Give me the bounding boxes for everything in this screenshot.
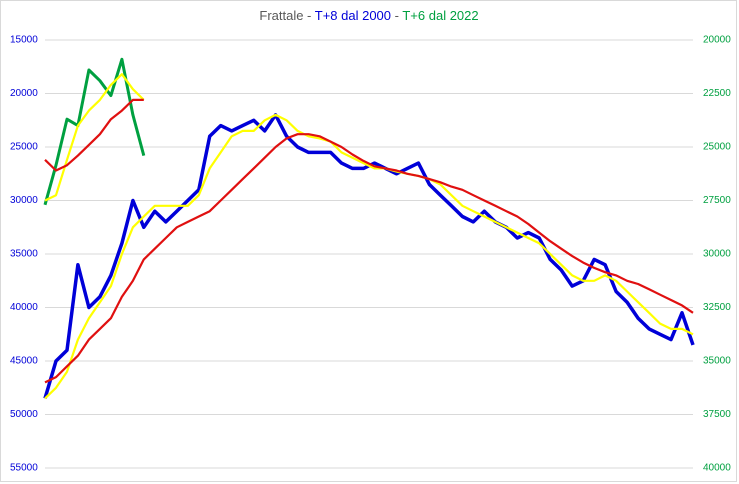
y-tick-label: 20000 xyxy=(10,88,38,99)
y2-tick-label: 37500 xyxy=(703,409,731,420)
y-tick-label: 50000 xyxy=(10,409,38,420)
y-tick-label: 35000 xyxy=(10,249,38,260)
y2-tick-label: 20000 xyxy=(703,35,731,46)
series-line xyxy=(44,113,694,400)
y-tick-label: 15000 xyxy=(10,35,38,46)
y-tick-label: 55000 xyxy=(10,463,38,474)
y2-tick-label: 32500 xyxy=(703,302,731,313)
y2-tick-label: 35000 xyxy=(703,356,731,367)
series-line xyxy=(44,73,145,202)
y2-tick-label: 30000 xyxy=(703,249,731,260)
title-part: - xyxy=(391,8,402,23)
series-line xyxy=(44,133,694,384)
y-tick-label: 40000 xyxy=(10,302,38,313)
y2-tick-label: 27500 xyxy=(703,195,731,206)
y-tick-label: 30000 xyxy=(10,195,38,206)
title-part: T+6 dal 2022 xyxy=(402,8,478,23)
y2-tick-label: 40000 xyxy=(703,463,731,474)
y-tick-label: 25000 xyxy=(10,142,38,153)
y2-tick-label: 22500 xyxy=(703,88,731,99)
title-part: T+8 dal 2000 xyxy=(315,8,391,23)
series-line xyxy=(44,98,144,172)
series-line xyxy=(43,57,146,206)
chart-title: Frattale - T+8 dal 2000 - T+6 dal 2022 xyxy=(259,8,478,23)
y-tick-label: 45000 xyxy=(10,356,38,367)
y2-tick-label: 25000 xyxy=(703,142,731,153)
title-part: Frattale - xyxy=(259,8,314,23)
